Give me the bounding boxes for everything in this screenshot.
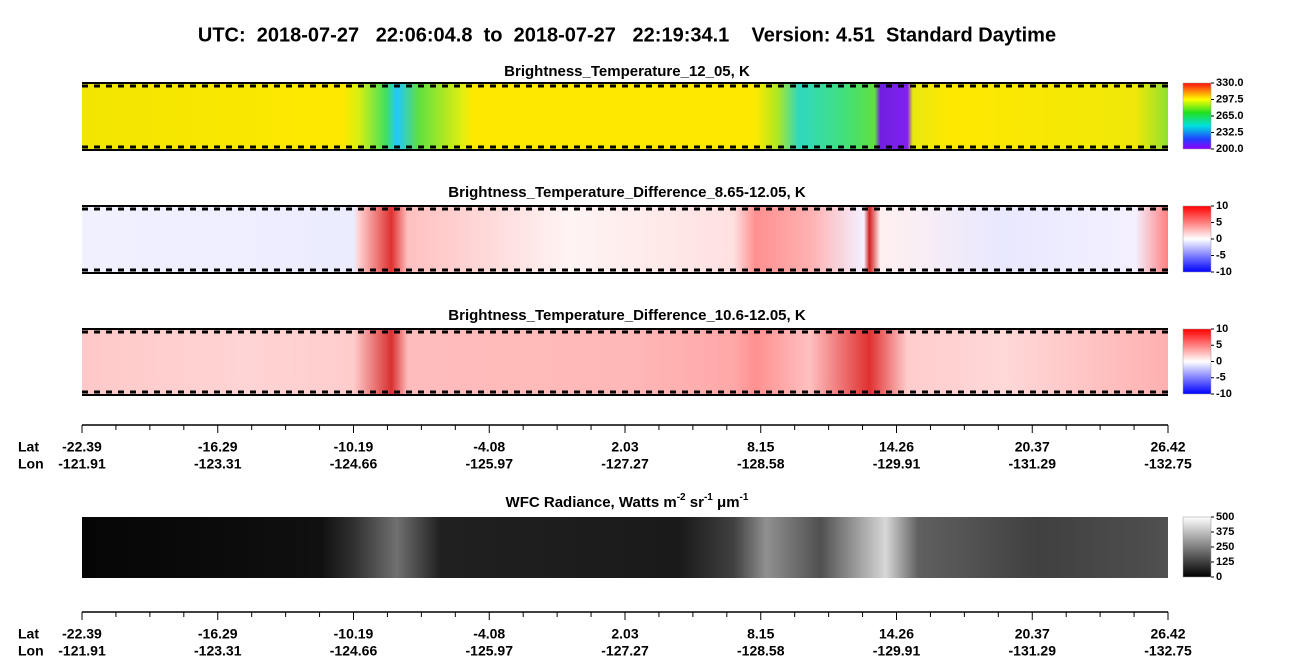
lat-tick-label: -22.39 (62, 626, 102, 642)
lon-tick-label: -121.91 (58, 643, 106, 659)
lat-tick-label: 14.26 (879, 626, 914, 642)
panel-title: Brightness_Temperature_Difference_10.6-1… (448, 307, 806, 324)
lat-label: Lat (18, 626, 39, 642)
title-part: WFC Radiance, Watts m (506, 494, 677, 511)
lat-tick-label: 8.15 (747, 439, 774, 455)
colorbar (1182, 205, 1212, 273)
lon-tick-label: -121.91 (58, 456, 106, 472)
colorbar-label: -5 (1216, 372, 1226, 384)
lat-tick-label: 2.03 (611, 439, 638, 455)
panel-title: WFC Radiance, Watts m-2 sr-1 μm-1 (506, 492, 749, 511)
lon-label: Lon (18, 456, 44, 472)
panel-title: Brightness_Temperature_12_05, K (504, 63, 750, 80)
colorbar-label: -10 (1216, 388, 1232, 400)
lon-tick-label: -124.66 (330, 643, 378, 659)
figure-title: UTC: 2018-07-27 22:06:04.8 to 2018-07-27… (198, 24, 1056, 46)
lat-tick-label: -16.29 (198, 439, 238, 455)
colorbar-label: 0 (1216, 355, 1222, 367)
colorbar-label: 330.0 (1216, 77, 1244, 89)
colorbar-label: -5 (1216, 249, 1226, 261)
lat-tick-label: -16.29 (198, 626, 238, 642)
colorbar-label: 0 (1216, 233, 1222, 245)
colorbar-label: 125 (1216, 556, 1234, 568)
lat-tick-label: 20.37 (1015, 439, 1050, 455)
lon-tick-label: -125.97 (466, 456, 514, 472)
panel-title: Brightness_Temperature_Difference_8.65-1… (448, 184, 806, 201)
lat-tick-label: -22.39 (62, 439, 102, 455)
lat-tick-label: 20.37 (1015, 626, 1050, 642)
lon-tick-label: -131.29 (1009, 456, 1057, 472)
lon-tick-label: -131.29 (1009, 643, 1057, 659)
lon-tick-label: -129.91 (873, 643, 921, 659)
lon-tick-label: -123.31 (194, 643, 242, 659)
colorbar-label: 375 (1216, 526, 1234, 538)
colorbar-label: 232.5 (1216, 126, 1244, 138)
colorbar-label: 5 (1216, 339, 1222, 351)
lon-tick-label: -125.97 (466, 643, 514, 659)
lat-tick-label: 14.26 (879, 439, 914, 455)
lat-tick-label: -10.19 (334, 439, 374, 455)
title-part: sr (686, 494, 705, 511)
lon-tick-label: -132.75 (1144, 643, 1192, 659)
lon-tick-label: -123.31 (194, 456, 242, 472)
title-part: μm (713, 494, 740, 511)
title-part: -1 (740, 492, 749, 503)
colorbar-label: 500 (1216, 511, 1234, 523)
title-part: -1 (704, 492, 713, 503)
colorbar (1182, 516, 1212, 578)
lon-tick-label: -127.27 (601, 643, 649, 659)
lat-tick-label: 2.03 (611, 626, 638, 642)
lon-tick-label: -128.58 (737, 643, 785, 659)
image-strip (82, 517, 1168, 578)
lat-label: Lat (18, 439, 39, 455)
colorbar-label: 250 (1216, 541, 1234, 553)
lat-tick-label: 26.42 (1150, 439, 1185, 455)
lat-tick-label: 26.42 (1150, 626, 1185, 642)
colorbar-label: 10 (1216, 200, 1228, 212)
lon-label: Lon (18, 643, 44, 659)
colorbar-label: 10 (1216, 323, 1228, 335)
lon-tick-label: -129.91 (873, 456, 921, 472)
colorbar-label: 200.0 (1216, 143, 1244, 155)
colorbar-label: 297.5 (1216, 93, 1244, 105)
lon-tick-label: -128.58 (737, 456, 785, 472)
lon-tick-label: -132.75 (1144, 456, 1192, 472)
lat-tick-label: -10.19 (334, 626, 374, 642)
colorbar (1182, 328, 1212, 395)
colorbar-label: 265.0 (1216, 110, 1244, 122)
lon-tick-label: -127.27 (601, 456, 649, 472)
lat-tick-label: -4.08 (473, 439, 505, 455)
colorbar (1182, 82, 1212, 150)
lon-tick-label: -124.66 (330, 456, 378, 472)
lat-tick-label: 8.15 (747, 626, 774, 642)
colorbar-label: 0 (1216, 571, 1222, 583)
title-part: -2 (677, 492, 686, 503)
lat-tick-label: -4.08 (473, 626, 505, 642)
colorbar-label: 5 (1216, 216, 1222, 228)
image-strip (82, 329, 1168, 395)
image-strip (82, 83, 1168, 150)
colorbar-label: -10 (1216, 266, 1232, 278)
image-strip (82, 206, 1168, 273)
